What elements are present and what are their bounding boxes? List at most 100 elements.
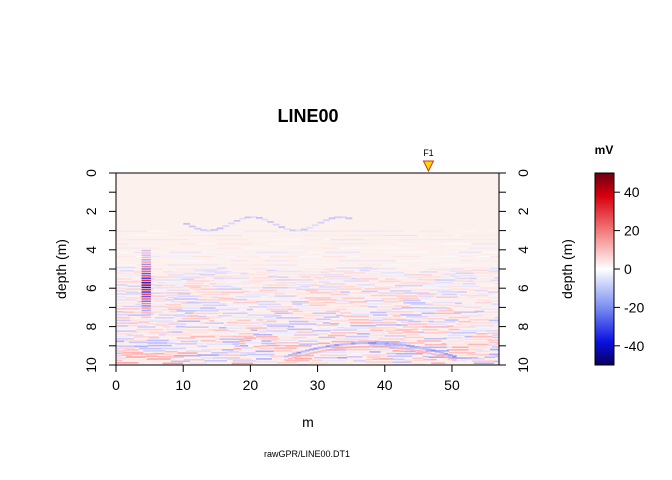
reflection-band [310, 291, 332, 294]
reflection-band [358, 340, 379, 343]
reflection-band [142, 287, 170, 289]
reflection-band [167, 264, 191, 266]
reflection-band [458, 296, 477, 299]
reflection-band [171, 331, 183, 333]
reflection-band [124, 349, 139, 351]
reflection-band [220, 303, 226, 305]
reflection-band [361, 290, 378, 293]
reflection-band [365, 273, 386, 275]
reflection-band [379, 286, 403, 289]
reflection-band [323, 239, 331, 241]
reflection-band [396, 324, 408, 326]
reflection-band [468, 343, 489, 346]
reflection-band [212, 332, 240, 334]
reflection-band [116, 268, 149, 270]
reflection-band [252, 243, 266, 245]
reflection-band [394, 305, 411, 307]
reflection-band [222, 312, 248, 315]
reflection-band [426, 268, 452, 270]
reflection-band [304, 297, 331, 299]
reflection-band [396, 295, 418, 297]
reflection-band [235, 330, 251, 333]
reflection-band [218, 297, 224, 299]
reflection-band [116, 359, 123, 362]
reflection-band [443, 337, 463, 339]
reflection-band [376, 308, 393, 311]
reflection-band [215, 341, 223, 343]
reflection-band [197, 354, 219, 356]
reflection-band [478, 354, 490, 357]
reflection-band [219, 335, 233, 338]
reflection-band [167, 331, 172, 333]
reflection-band [149, 305, 166, 308]
reflection-band [274, 279, 292, 281]
reflection-band [411, 251, 428, 253]
reflection-band [277, 297, 296, 300]
reflection-band [127, 324, 147, 327]
reflection-band [116, 352, 123, 355]
strong-reflection [141, 305, 151, 307]
reflection-band [314, 356, 338, 359]
reflection-band [369, 297, 382, 300]
reflection-band [173, 354, 201, 357]
strong-reflection [141, 249, 151, 252]
deep-reflector [376, 345, 382, 348]
reflection-band [116, 260, 137, 262]
reflection-band [368, 348, 390, 351]
deep-reflector [376, 342, 382, 345]
reflection-band [385, 350, 393, 352]
deep-reflector [304, 353, 310, 355]
reflection-band [318, 281, 330, 283]
reflection-band [286, 284, 297, 287]
strong-reflection [141, 291, 151, 293]
reflection-band [116, 308, 140, 310]
reflection-band [343, 315, 370, 318]
reflection-band [346, 348, 373, 351]
reflection-band [181, 243, 196, 245]
reflection-band [337, 305, 355, 308]
reflection-band [367, 243, 398, 245]
reflection-band [116, 287, 121, 289]
reflection-band [235, 287, 260, 289]
reflection-band [484, 239, 498, 241]
reflection-band [348, 295, 370, 297]
reflection-band [408, 320, 422, 323]
y-axis-label-left: depth (m) [53, 239, 69, 299]
reflection-band [331, 340, 355, 343]
strong-reflection [141, 293, 151, 296]
reflection-band [424, 343, 447, 346]
reflection-band [201, 348, 222, 351]
reflection-band [286, 359, 310, 362]
reflection-band [467, 353, 492, 356]
reflection-band [483, 299, 491, 302]
shallow-reflector [222, 225, 230, 227]
reflection-band [323, 365, 334, 367]
reflection-band [187, 239, 216, 241]
reflection-band [472, 260, 498, 262]
reflection-band [407, 247, 419, 249]
reflection-band [422, 326, 449, 328]
reflection-band [246, 260, 265, 262]
strong-reflection [141, 288, 151, 291]
reflection-band [277, 339, 299, 341]
reflection-band [296, 264, 317, 266]
reflection-band [437, 330, 446, 333]
reflection-band [318, 327, 333, 330]
reflection-band [449, 351, 476, 354]
reflection-band [164, 281, 187, 284]
reflection-band [290, 243, 300, 245]
reflection-band [184, 273, 205, 275]
reflection-band [197, 345, 208, 348]
reflection-band [223, 324, 238, 327]
reflection-band [497, 358, 499, 360]
reflection-band [200, 357, 213, 359]
reflection-band [446, 346, 453, 348]
reflection-band [305, 289, 318, 292]
reflection-band [399, 297, 419, 300]
reflection-band [449, 270, 454, 273]
reflection-band [287, 251, 307, 253]
reflection-band [403, 273, 409, 276]
reflection-band [407, 323, 428, 325]
reflection-band [226, 358, 252, 361]
reflection-band [195, 309, 219, 312]
